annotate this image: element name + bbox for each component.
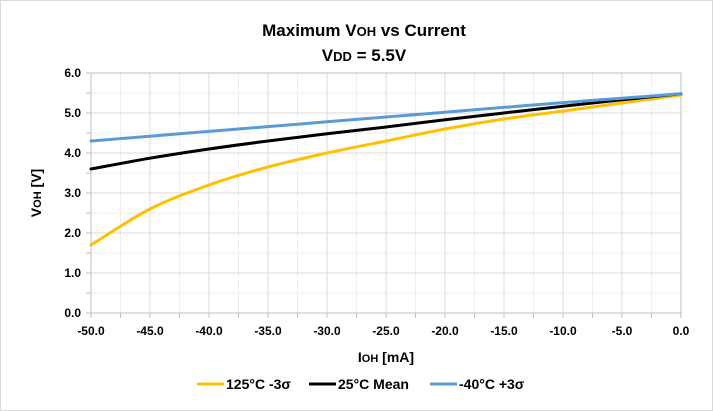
y-axis-title: VOH [V] [28,169,44,217]
y-tick-label: 6.0 [64,66,81,80]
legend-item-minus40c[interactable]: -40°C +3σ [430,376,525,392]
chart-title-line2: VDD = 5.5V [322,46,407,65]
x-tick-label: -15.0 [490,324,518,338]
series-line-125c-minus3sigma [89,93,683,247]
series-line-25c-mean [89,92,683,171]
y-tick-label: 3.0 [64,186,81,200]
x-tick-labels: -50.0 -45.0 -40.0 -35.0 -30.0 -25.0 -20.0 -15.0… [77,324,689,338]
legend-label-125c: 125°C -3σ [226,376,291,392]
y-tick-label: 2.0 [64,226,81,240]
x-tick-label: -20.0 [431,324,459,338]
legend-label-25c: 25°C Mean [338,376,409,392]
y-tick-label: 1.0 [64,266,81,280]
x-tick-label: -40.0 [195,324,223,338]
y-tick-label: 0.0 [64,306,81,320]
x-tick-label: 0.0 [673,324,690,338]
legend-label-minus40c: -40°C +3σ [459,376,525,392]
series-lines [89,92,683,247]
y-tick-labels: 0.0 1.0 2.0 3.0 4.0 5.0 6.0 [64,66,81,320]
legend: 125°C -3σ 25°C Mean -40°C +3σ [197,376,525,392]
y-tick-label: 5.0 [64,106,81,120]
axes [86,72,682,318]
series-line-minus40c-plus3sigma [89,92,683,143]
x-tick-label: -25.0 [372,324,400,338]
x-tick-label: -10.0 [549,324,577,338]
x-tick-label: -30.0 [313,324,341,338]
y-tick-label: 4.0 [64,146,81,160]
chart-title-line1: Maximum VOH vs Current [262,21,466,40]
grid-lines [90,72,682,314]
x-tick-label: -35.0 [254,324,282,338]
legend-item-25c[interactable]: 25°C Mean [309,376,409,392]
x-tick-label: -45.0 [136,324,164,338]
legend-item-125c[interactable]: 125°C -3σ [197,376,291,392]
x-tick-label: -5.0 [612,324,633,338]
x-tick-label: -50.0 [77,324,105,338]
x-axis-title: IOH [mA] [358,349,414,365]
